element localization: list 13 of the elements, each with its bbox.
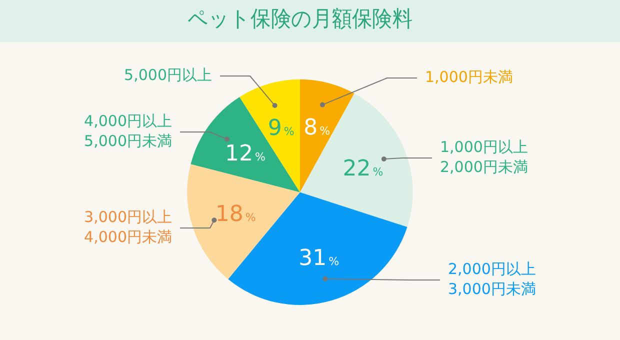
data-label: 22%	[342, 156, 384, 182]
slice-label: 1,000円未満	[425, 68, 513, 86]
data-label: 8%	[304, 116, 330, 141]
slice-label: 1,000円以上 2,000円未満	[440, 138, 528, 176]
slice-label: 5,000円以上	[124, 66, 212, 84]
data-label: 18%	[215, 202, 256, 228]
data-label: 31%	[298, 246, 340, 272]
slice-label: 3,000円以上 4,000円未満	[84, 208, 172, 246]
slice-label: 2,000円以上 3,000円未満	[448, 260, 536, 298]
data-label: 9%	[268, 116, 294, 142]
slice-label: 4,000円以上 5,000円未満	[84, 112, 172, 150]
chart-title: ペット保険の月額保険料	[188, 5, 412, 32]
data-label: 12%	[225, 141, 266, 166]
